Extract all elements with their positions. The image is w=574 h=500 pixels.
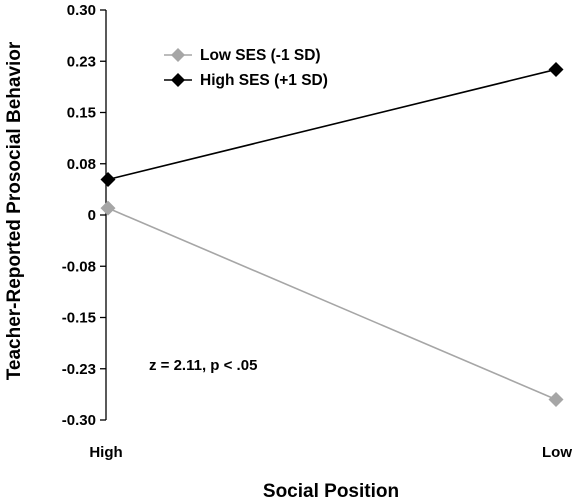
legend-entry: Low SES (-1 SD)	[164, 47, 321, 64]
y-tick-label: 0.08	[67, 156, 96, 173]
series-high-ses	[100, 61, 564, 187]
legend-marker	[171, 73, 185, 87]
x-tick-label: High	[89, 444, 122, 461]
data-point	[100, 200, 116, 216]
y-axis: 0.30 0.23 0.15 0.08 0 -0.08 -0.15 -0.23 -0.30	[62, 2, 107, 429]
x-axis-title: Social Position	[263, 481, 399, 500]
series-line	[107, 207, 557, 401]
series-low-ses	[100, 200, 564, 407]
y-ticks: 0.30 0.23 0.15 0.08 0 -0.08 -0.15 -0.23 -0.30	[62, 2, 106, 429]
data-point	[548, 392, 564, 407]
y-tick-label: -0.23	[62, 361, 96, 378]
legend-label: Low SES (-1 SD)	[200, 47, 321, 64]
y-tick-label: -0.30	[62, 412, 96, 429]
legend-entry: High SES (+1 SD)	[164, 72, 328, 89]
data-point	[548, 61, 564, 77]
series-line	[107, 68, 557, 181]
y-tick-label: 0.15	[67, 105, 96, 122]
y-axis-title: Teacher-Reported Prosocial Behavior	[4, 41, 25, 380]
plot-series	[100, 61, 564, 407]
y-tick-label: -0.15	[62, 310, 96, 327]
y-tick-label: 0.23	[67, 53, 96, 70]
y-tick-label: 0.30	[67, 2, 96, 19]
x-tick-labels: High Low	[89, 444, 572, 461]
x-tick-label: Low	[542, 444, 572, 461]
legend-marker	[171, 48, 185, 62]
y-tick-label: 0	[88, 207, 96, 224]
y-tick-label: -0.08	[62, 258, 96, 275]
legend-label: High SES (+1 SD)	[200, 72, 328, 89]
stat-annotation: z = 2.11, p < .05	[149, 357, 257, 374]
data-point	[100, 171, 116, 187]
legend: Low SES (-1 SD) High SES (+1 SD)	[164, 47, 328, 89]
